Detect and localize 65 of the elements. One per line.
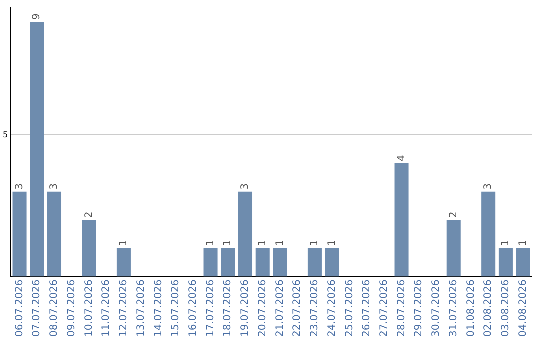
data-label: 3 [483,183,494,190]
data-label: 2 [448,212,460,218]
x-tick-label: 13.07.2026 [136,280,147,338]
data-label: 2 [84,212,95,218]
x-tick-label: 16.07.2026 [188,280,199,338]
x-tick-label: 06.07.2026 [14,280,26,338]
x-tick-label: 12.07.2026 [118,280,130,338]
x-tick-label: 02.08.2026 [483,280,494,338]
x-tick-label: 14.07.2026 [153,280,164,338]
x-tick-label: 18.07.2026 [222,280,234,338]
x-tick-label: 26.07.2026 [362,280,373,338]
data-label: 3 [240,183,252,190]
x-tick-label: 30.07.2026 [431,280,442,338]
x-tick-label: 27.07.2026 [379,280,390,338]
x-tick-label: 31.07.2026 [448,280,460,338]
data-label: 3 [49,183,60,190]
x-tick-label: 28.07.2026 [396,280,408,338]
data-label: 1 [500,240,512,246]
x-tick-label: 09.07.2026 [66,280,78,338]
data-label: 1 [257,240,268,246]
x-tick-label: 23.07.2026 [310,280,321,338]
x-tick-label: 25.07.2026 [344,280,356,338]
x-tick-label: 03.08.2026 [500,280,512,338]
bar [516,248,530,277]
bar [221,248,236,277]
bar [12,192,27,277]
x-tick-label: 08.07.2026 [49,280,60,338]
x-tick-label: 10.07.2026 [84,280,95,338]
y-tick-label: 5 [2,130,8,140]
data-label: 9 [32,14,43,20]
data-label: 1 [518,240,529,246]
x-tick-label: 22.07.2026 [292,280,304,338]
bar [82,220,96,277]
data-label: 1 [310,240,321,246]
data-label: 1 [222,240,234,246]
data-label: 4 [396,155,408,162]
x-tick-label: 20.07.2026 [257,280,268,338]
bar [256,248,270,277]
bar [446,220,461,277]
bar [30,22,44,277]
bar [482,192,496,277]
x-tick-label: 21.07.2026 [274,280,286,338]
x-tick-label: 29.07.2026 [414,280,425,338]
bar [204,248,218,277]
x-tick-label: 24.07.2026 [326,280,338,338]
bar [308,248,322,277]
x-tick-label: 11.07.2026 [101,280,112,338]
x-tick-label: 07.07.2026 [32,280,43,338]
data-label: 3 [14,183,26,190]
bar [498,248,513,277]
bar [238,192,253,277]
x-tick-label: 17.07.2026 [205,280,216,338]
x-tick-label: 19.07.2026 [240,280,252,338]
bar [116,248,131,277]
bar [47,192,62,277]
x-tick-label: 01.08.2026 [466,280,477,338]
bar [273,248,288,277]
data-label: 1 [118,240,130,246]
data-label: 1 [326,240,338,246]
data-label: 1 [274,240,286,246]
bar [325,248,340,277]
x-tick-label: 04.08.2026 [518,280,529,338]
bar [394,164,409,277]
x-tick-label: 15.07.2026 [170,280,182,338]
data-label: 1 [205,240,216,246]
